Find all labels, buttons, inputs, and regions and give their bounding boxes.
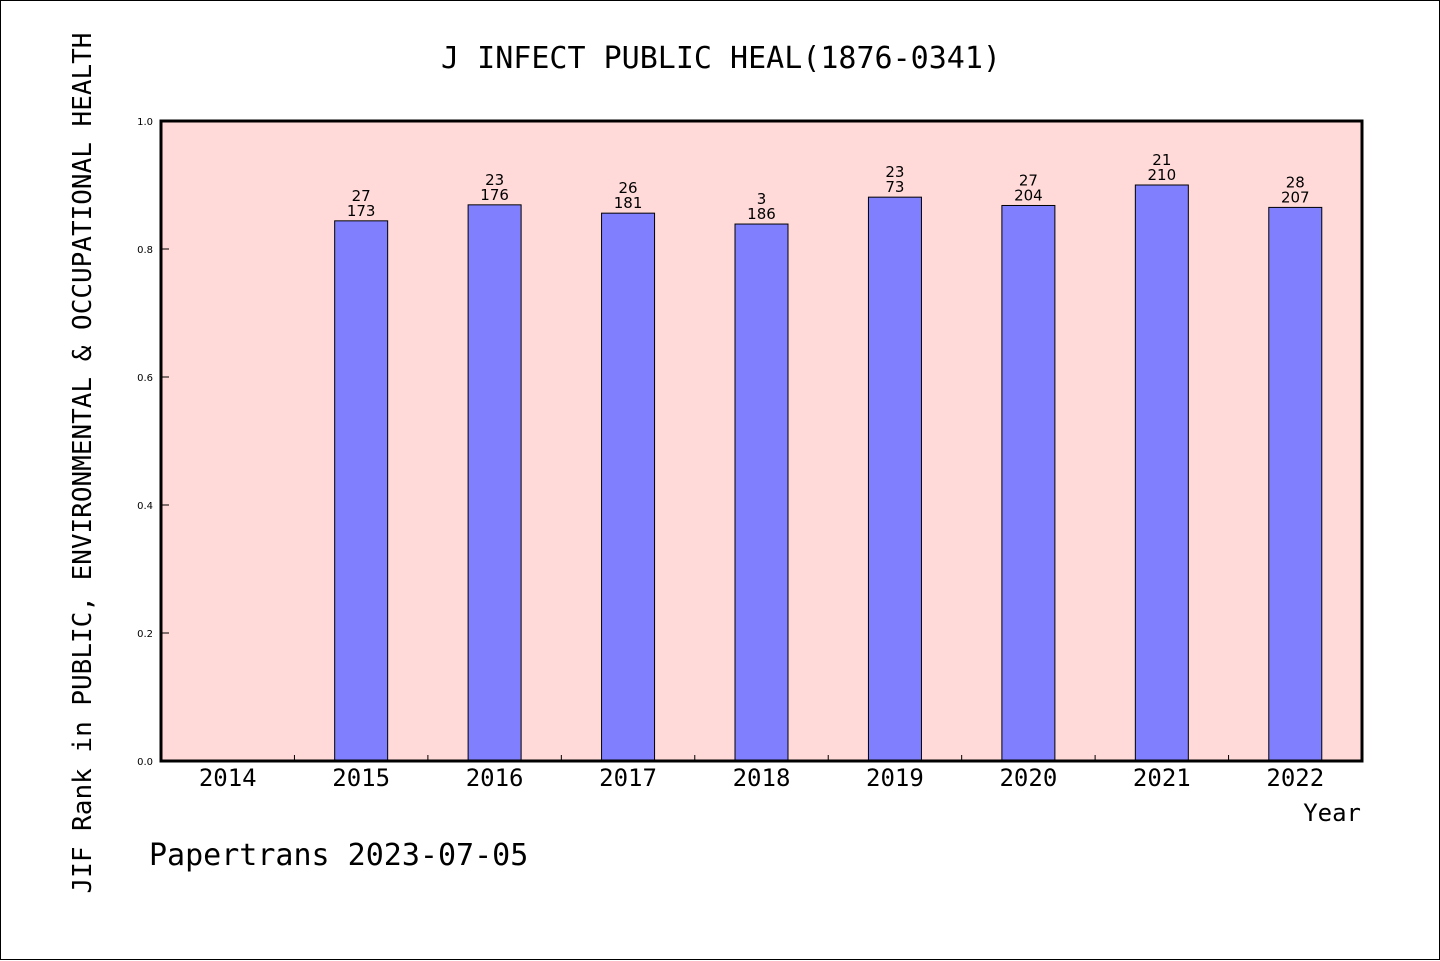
- bar-total-label: 207: [1281, 188, 1310, 206]
- x-axis-ticks: 2014 2015 2016 2017 2018 2019 2020 2021 2022: [199, 755, 1324, 792]
- bar: [867, 196, 922, 762]
- bar-rank-label: 26: [619, 179, 638, 197]
- y-tick-label: 0.0: [137, 757, 153, 768]
- bar-total-label: 186: [747, 205, 776, 223]
- x-tick-label: 2020: [999, 764, 1057, 792]
- bar-total-label: 73: [885, 178, 904, 196]
- bar: [1001, 204, 1056, 762]
- x-tick-label: 2019: [866, 764, 924, 792]
- x-tick-label: 2018: [733, 764, 791, 792]
- bar: [1134, 184, 1189, 762]
- y-axis-label: JIF Rank in PUBLIC, ENVIRONMENTAL & OCCU…: [68, 33, 98, 894]
- bar: [1268, 206, 1323, 762]
- y-tick-label: 0.8: [137, 245, 153, 256]
- x-tick-label: 2014: [199, 764, 257, 792]
- x-tick-label: 2015: [332, 764, 390, 792]
- x-axis-label: Year: [1303, 799, 1361, 827]
- y-tick-label: 1.0: [137, 117, 153, 128]
- bar: [467, 204, 522, 762]
- x-tick-label: 2021: [1133, 764, 1191, 792]
- bar-rank-label: 23: [485, 171, 504, 189]
- bar: [334, 220, 389, 762]
- y-tick-label: 0.6: [137, 373, 153, 384]
- bar-rank-label: 3: [757, 190, 767, 208]
- plot-border: [159, 119, 1364, 763]
- footer-watermark: Papertrans 2023-07-05: [149, 838, 528, 873]
- x-tick-label: 2016: [466, 764, 524, 792]
- bars: [334, 184, 1323, 762]
- bar-rank-label: 23: [885, 163, 904, 181]
- bar-total-label: 181: [614, 194, 643, 212]
- bar: [601, 212, 656, 762]
- bar-total-label: 176: [480, 186, 509, 204]
- bar: [734, 223, 789, 762]
- x-tick-label: 2017: [599, 764, 657, 792]
- bar-rank-label: 27: [352, 187, 371, 205]
- bar-rank-label: 21: [1152, 151, 1171, 169]
- bar-total-label: 173: [347, 202, 376, 220]
- y-tick-label: 0.2: [137, 629, 153, 640]
- x-tick-label: 2022: [1266, 764, 1324, 792]
- chart-title: J INFECT PUBLIC HEAL(1876-0341): [441, 41, 1001, 76]
- bar-rank-label: 27: [1019, 171, 1038, 189]
- y-tick-label: 0.4: [137, 501, 153, 512]
- bar-total-label: 210: [1148, 166, 1177, 184]
- bar-rank-label: 28: [1286, 173, 1305, 191]
- bar-total-label: 204: [1014, 186, 1043, 204]
